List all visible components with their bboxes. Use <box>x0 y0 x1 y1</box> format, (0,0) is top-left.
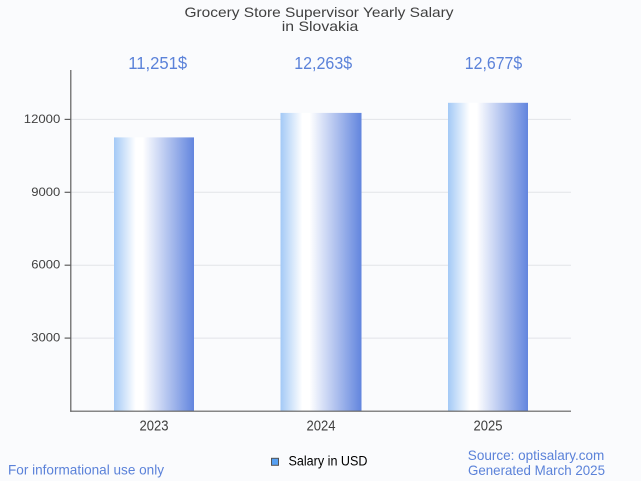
svg-text:Salary in USD: Salary in USD <box>289 453 368 468</box>
svg-text:3000: 3000 <box>31 332 61 345</box>
svg-text:12000: 12000 <box>24 113 61 126</box>
svg-text:in Slovakia: in Slovakia <box>282 18 359 34</box>
svg-text:2023: 2023 <box>140 419 169 435</box>
svg-text:2025: 2025 <box>474 419 503 435</box>
svg-text:12,677$: 12,677$ <box>465 53 523 73</box>
svg-text:9000: 9000 <box>31 186 61 199</box>
svg-text:Generated March 2025: Generated March 2025 <box>468 462 605 478</box>
svg-text:6000: 6000 <box>31 259 61 272</box>
svg-text:Source: optisalary.com: Source: optisalary.com <box>468 447 605 463</box>
svg-text:12,263$: 12,263$ <box>294 53 352 73</box>
svg-text:For informational use only: For informational use only <box>8 462 164 478</box>
svg-text:2024: 2024 <box>307 419 336 435</box>
svg-text:11,251$: 11,251$ <box>128 53 187 73</box>
svg-text:Grocery Store Supervisor Yearl: Grocery Store Supervisor Yearly Salary <box>185 4 454 20</box>
